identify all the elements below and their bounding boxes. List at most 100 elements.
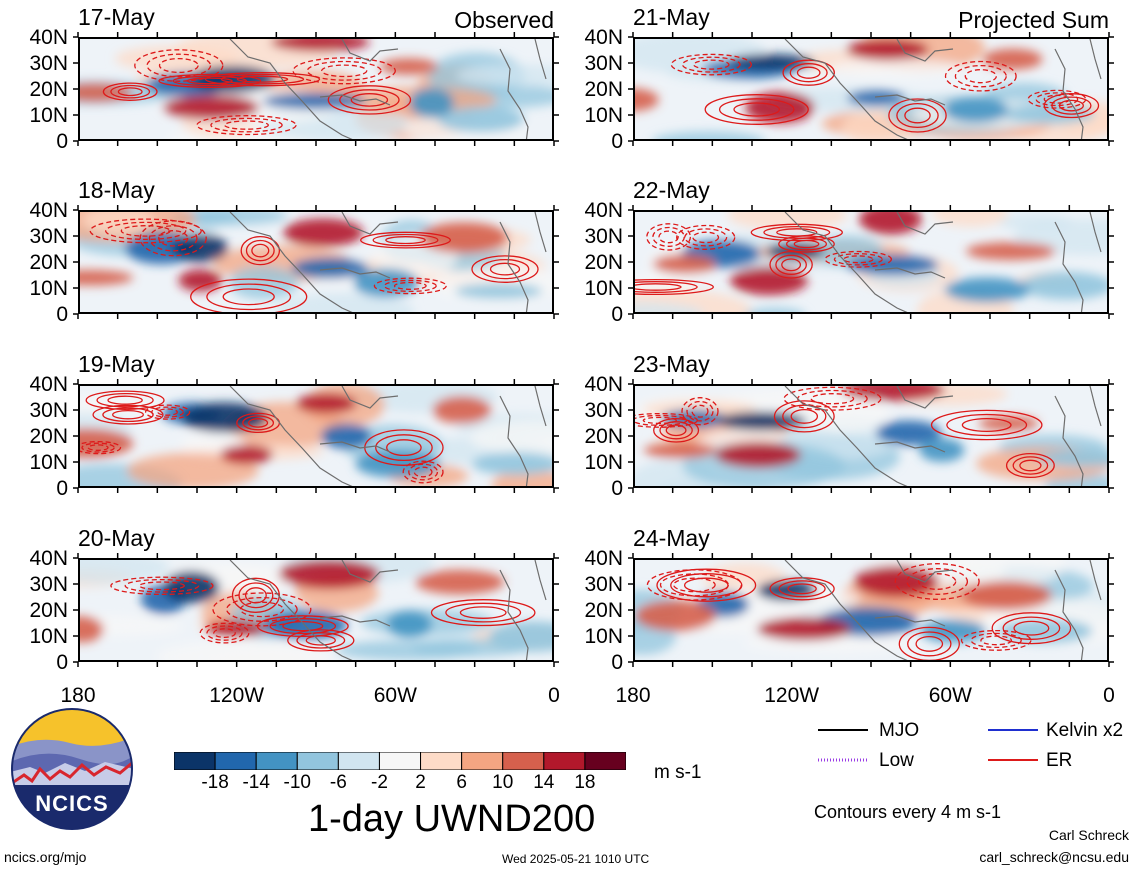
lat-label: 20N (584, 425, 623, 448)
map-ticks (73, 553, 559, 667)
lat-label: 10N (584, 625, 623, 648)
lat-label: 30N (584, 52, 623, 75)
lat-label: 0 (611, 130, 623, 153)
contour-note: Contours every 4 m s-1 (814, 802, 1002, 822)
lon-label: 120W (764, 684, 820, 707)
lat-label: 0 (611, 477, 623, 500)
map-ticks (628, 379, 1114, 493)
colorbar-ticks: -18 -14 -10 -6 -2 2 6 10 14 18 (174, 773, 626, 795)
lat-label: 20N (29, 251, 68, 274)
colorbar-swatch (214, 751, 257, 771)
lat-label: 40N (584, 373, 623, 396)
lat-label: 0 (611, 651, 623, 674)
map-ticks (628, 553, 1114, 667)
lat-label: 30N (584, 225, 623, 248)
footer-email[interactable]: carl_schreck@ncsu.edu (979, 849, 1129, 865)
colorbar-swatch (461, 751, 504, 771)
map-panel (78, 558, 554, 662)
panel-corner-label: Observed (454, 7, 554, 33)
lon-label: 120W (209, 684, 265, 707)
colorbar-swatch (420, 751, 463, 771)
coastlines (784, 212, 1102, 312)
panel-date: 18-May (78, 177, 155, 203)
wind-field (635, 560, 1107, 660)
lon-label: 0 (548, 684, 560, 707)
panel-date: 22-May (633, 177, 710, 203)
colorbar-swatch (337, 751, 380, 771)
map-panel (633, 384, 1109, 488)
coastlines (784, 386, 1102, 486)
lon-label: 60W (373, 684, 417, 707)
ncics-logo: NCICS (10, 707, 134, 831)
lat-label: 0 (56, 130, 68, 153)
lat-label: 20N (29, 425, 68, 448)
coastlines (229, 212, 547, 312)
lat-label: 0 (56, 651, 68, 674)
wind-field (80, 560, 552, 660)
lon-label: 180 (60, 684, 96, 707)
map-panel (78, 210, 554, 314)
lat-label: 40N (584, 26, 623, 49)
lat-label: 40N (29, 26, 68, 49)
map-ticks (73, 32, 559, 146)
er-contours (646, 563, 1072, 660)
lat-label: 40N (29, 373, 68, 396)
legend-label-mjo: MJO (879, 720, 920, 741)
legend-label-er: ER (1046, 750, 1073, 771)
coastlines (784, 560, 1102, 660)
lat-label: 40N (29, 199, 68, 222)
wind-field (635, 212, 1107, 312)
wind-field (635, 39, 1107, 139)
colorbar-swatch (543, 751, 586, 771)
lat-label: 10N (584, 277, 623, 300)
er-contours (110, 576, 536, 652)
map-panel (633, 37, 1109, 141)
colorbar-swatch (502, 751, 545, 771)
colorbar-swatch (584, 751, 627, 771)
map-panel (633, 210, 1109, 314)
wind-field (80, 212, 552, 312)
colorbar-tick-label: 2 (415, 772, 426, 793)
footer-author: Carl Schreck (1048, 827, 1129, 843)
lat-label: 0 (611, 303, 623, 326)
er-contours (670, 53, 1100, 133)
lon-label: 180 (615, 684, 651, 707)
lat-label: 0 (56, 477, 68, 500)
lat-label: 30N (29, 225, 68, 248)
lat-label: 30N (29, 52, 68, 75)
lat-label: 20N (584, 599, 623, 622)
colorbar-tick-label: 14 (533, 772, 555, 793)
footer-url[interactable]: ncics.org/mjo (4, 849, 87, 865)
footer-timestamp: Wed 2025-05-21 1010 UTC (502, 852, 650, 866)
panel-date: 21-May (633, 4, 710, 30)
colorbar-tick-label: -10 (283, 772, 311, 793)
colorbar-swatch (173, 751, 216, 771)
colorbar-tick-label: 6 (456, 772, 467, 793)
lon-label: 0 (1103, 684, 1115, 707)
lat-label: 20N (584, 78, 623, 101)
map-ticks (628, 205, 1114, 319)
lat-label: 10N (584, 104, 623, 127)
legend-lines (818, 729, 1038, 762)
panel-date: 23-May (633, 351, 710, 377)
er-contours (635, 386, 1055, 479)
legend-label-low: Low (879, 750, 914, 771)
colorbar-tick-label: 10 (492, 772, 514, 793)
lat-label: 20N (29, 78, 68, 101)
lat-label: 30N (29, 399, 68, 422)
lat-label: 30N (584, 399, 623, 422)
map-panel (78, 37, 554, 141)
lat-label: 20N (584, 251, 623, 274)
coastlines (229, 386, 547, 486)
panel-date: 20-May (78, 525, 155, 551)
colorbar-title: 1-day UWND200 (308, 798, 596, 840)
lat-label: 0 (56, 303, 68, 326)
lat-label: 30N (584, 573, 623, 596)
lat-label: 10N (584, 451, 623, 474)
panel-corner-label: Projected Sum (958, 7, 1109, 33)
map-ticks (628, 32, 1114, 146)
map-ticks (73, 205, 559, 319)
colorbar-tick-label: 18 (574, 772, 596, 793)
map-panel (633, 558, 1109, 662)
colorbar-tick-label: -2 (371, 772, 388, 793)
